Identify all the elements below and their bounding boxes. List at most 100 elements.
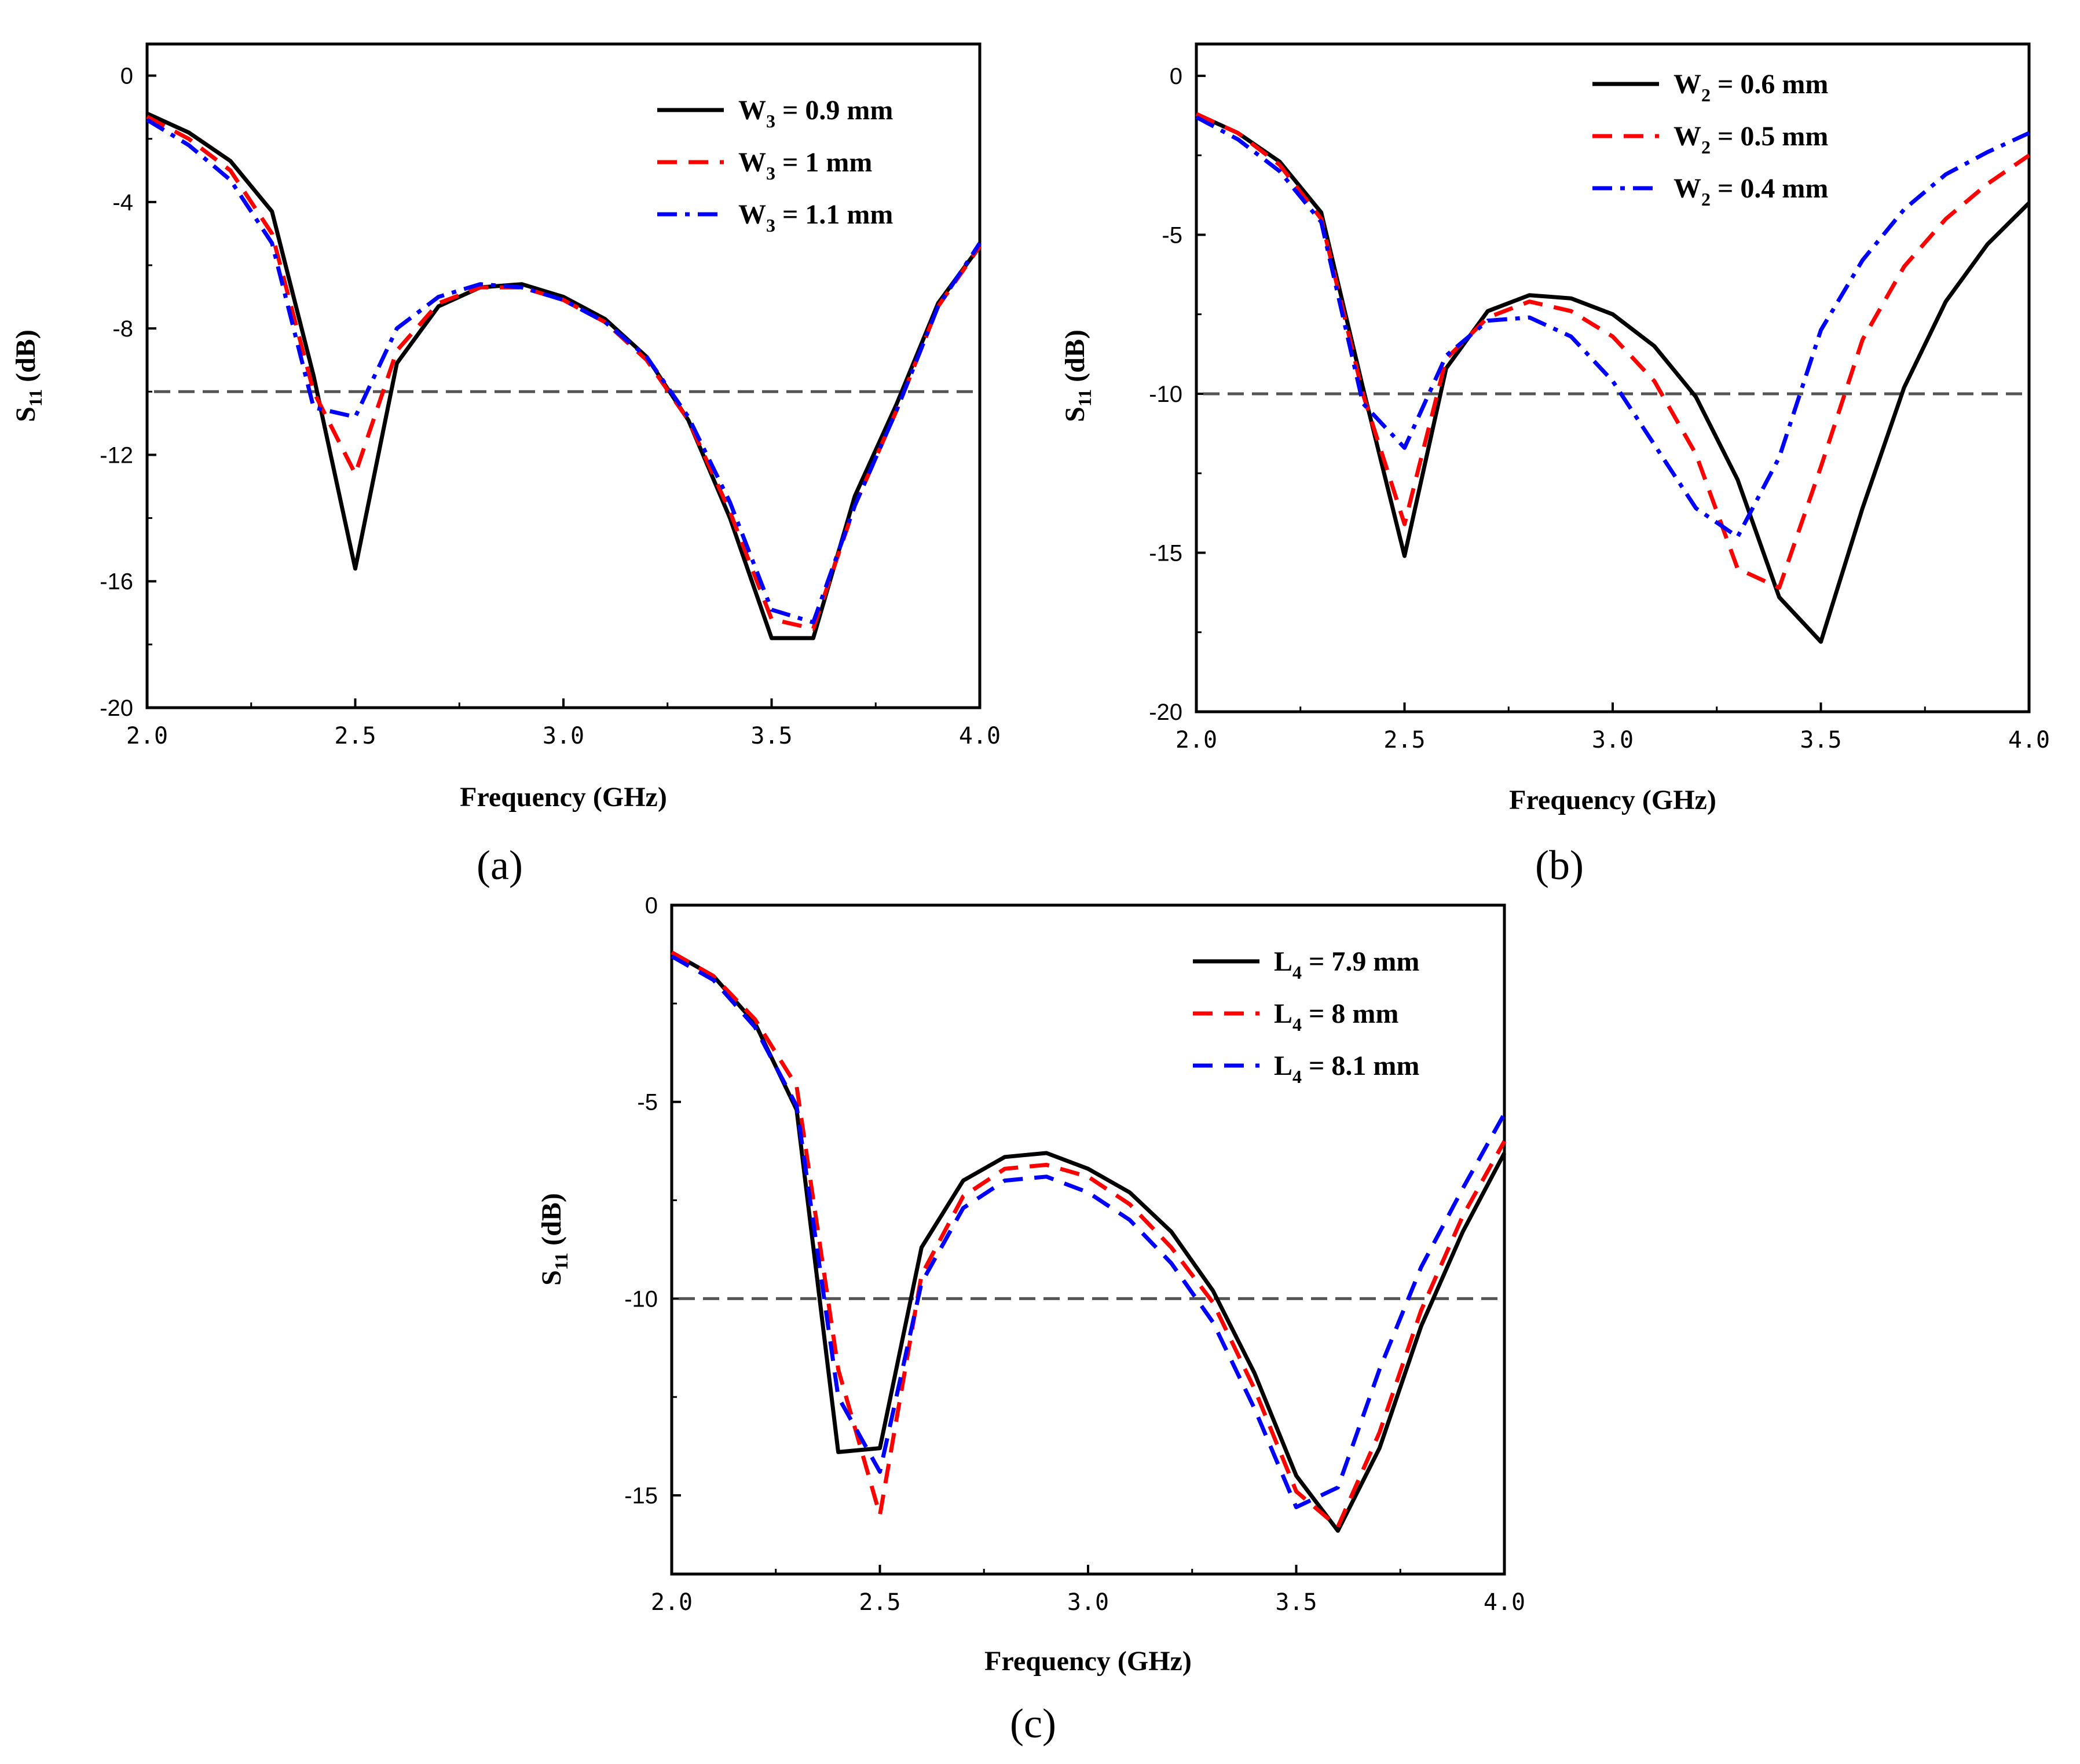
legend-label-sub-c-2: 4: [1292, 1066, 1302, 1087]
legend-label-b-0: W2 = 0.6 mm: [1673, 69, 1828, 105]
y-axis-title-b: S11 (dB): [1060, 330, 1095, 422]
legend-label-c-2: L4 = 8.1 mm: [1274, 1051, 1419, 1087]
y-axis-title-sub-b: 11: [1074, 389, 1095, 407]
y-tick-label-c-3: -15: [624, 1483, 658, 1509]
y-axis-title-unit-a: (dB): [10, 330, 41, 389]
y-tick-label-a-2: -8: [112, 316, 133, 342]
legend-label-pre-b-0: W: [1673, 69, 1701, 100]
series-line-a-0: [146, 111, 982, 641]
y-tick-label-a-5: -20: [100, 696, 133, 721]
legend-label-pre-a-0: W: [738, 95, 766, 126]
y-axis-title-a: S11 (dB): [10, 330, 46, 422]
x-ticks-c: 2.0 2.5 3.0 3.5 4.0: [651, 1565, 1525, 1616]
x-tick-label-a-3: 3.5: [750, 723, 792, 749]
legend-label-sub-c-0: 4: [1292, 962, 1302, 983]
y-ticks-c: 0 -5 -10 -15: [624, 893, 681, 1509]
legend-label-post-c-0: = 7.9 mm: [1302, 946, 1419, 977]
x-tick-label-c-4: 4.0: [1484, 1589, 1525, 1616]
legend-label-b-2: W2 = 0.4 mm: [1673, 173, 1828, 210]
y-tick-label-c-1: -5: [637, 1090, 658, 1115]
y-axis-title-main-a: S: [10, 407, 41, 422]
panel-label-c: (c): [1010, 1700, 1056, 1747]
y-tick-label-c-0: 0: [645, 893, 658, 918]
x-tick-label-a-0: 2.0: [126, 723, 168, 749]
legend-label-b-1: W2 = 0.5 mm: [1673, 121, 1828, 158]
series-line-b-2: [1195, 115, 2030, 539]
series-line-c-0: [671, 950, 1507, 1533]
y-axis-title-main-c: S: [536, 1270, 567, 1286]
legend-label-pre-a-1: W: [738, 147, 766, 178]
plot-frame-a: [145, 42, 982, 709]
legend-label-post-a-2: = 1.1 mm: [775, 199, 893, 230]
y-tick-label-a-1: -4: [112, 190, 133, 215]
y-axis-title-sub-a: 11: [25, 389, 46, 407]
y-axis-title-c: S11 (dB): [536, 1193, 572, 1286]
series-line-a-2: [146, 118, 982, 625]
y-tick-label-a-0: 0: [120, 64, 133, 89]
x-ticks-a: 2.0 2.5 3.0 3.5 4.0: [126, 698, 1001, 749]
x-tick-label-a-4: 4.0: [959, 723, 1001, 749]
legend-label-sub-c-1: 4: [1292, 1014, 1302, 1035]
legend-label-pre-a-2: W: [738, 199, 766, 230]
y-tick-label-b-3: -15: [1149, 540, 1182, 566]
y-tick-label-b-2: -10: [1149, 382, 1182, 407]
x-axis-title-a: Frequency (GHz): [460, 782, 667, 813]
y-axis-title-main-b: S: [1060, 407, 1090, 422]
panel-c: 2.0 2.5 3.0 3.5 4.0 0 -5 -10 -15 Frequency (GHz…: [536, 893, 1525, 1747]
legend-label-post-a-0: = 0.9 mm: [775, 95, 893, 126]
series-line-c-2: [671, 954, 1507, 1509]
x-tick-label-c-2: 3.0: [1067, 1589, 1109, 1616]
series-line-b-1: [1195, 112, 2030, 590]
series-group-a: [146, 111, 982, 641]
legend-label-a-1: W3 = 1 mm: [738, 147, 872, 184]
panel-b: 2.0 2.5 3.0 3.5 4.0 0 -5 -10 -15 -20 Frequency (…: [1060, 42, 2050, 888]
y-tick-label-a-4: -16: [100, 569, 133, 595]
y-axis-title-unit-b: (dB): [1060, 330, 1090, 389]
panel-label-a: (a): [477, 842, 523, 888]
legend-label-a-0: W3 = 0.9 mm: [738, 95, 893, 131]
x-tick-label-b-2: 3.0: [1592, 727, 1634, 753]
x-tick-label-a-2: 3.0: [543, 723, 584, 749]
legend-label-pre-b-1: W: [1673, 121, 1701, 152]
y-ticks-b: 0 -5 -10 -15 -20: [1149, 64, 1206, 725]
y-tick-label-c-2: -10: [624, 1286, 658, 1312]
plot-frame-b: [1195, 42, 2031, 713]
legend-label-post-a-1: = 1 mm: [775, 147, 872, 178]
series-group-c: [671, 950, 1507, 1533]
y-axis-title-unit-c: (dB): [536, 1193, 567, 1253]
x-tick-label-c-0: 2.0: [651, 1589, 693, 1616]
legend-label-a-2: W3 = 1.1 mm: [738, 199, 893, 236]
legend-label-sub-b-1: 2: [1701, 137, 1711, 158]
y-tick-label-b-4: -20: [1149, 700, 1182, 725]
legend-label-sub-b-2: 2: [1701, 189, 1711, 210]
x-ticks-b: 2.0 2.5 3.0 3.5 4.0: [1176, 702, 2050, 753]
x-axis-title-c: Frequency (GHz): [984, 1646, 1192, 1677]
legend-label-sub-a-0: 3: [766, 111, 775, 131]
x-tick-label-a-1: 2.5: [334, 723, 376, 749]
x-tick-label-b-3: 3.5: [1800, 727, 1841, 753]
series-line-c-1: [671, 950, 1507, 1529]
legend-label-post-b-0: = 0.6 mm: [1711, 69, 1828, 100]
legend-label-pre-c-1: L: [1274, 998, 1292, 1029]
series-group-b: [1195, 112, 2031, 644]
legend-label-pre-b-2: W: [1673, 173, 1701, 204]
x-tick-label-b-1: 2.5: [1383, 727, 1425, 753]
legend-label-c-1: L4 = 8 mm: [1274, 998, 1398, 1035]
legend-label-c-0: L4 = 7.9 mm: [1274, 946, 1419, 983]
legend-label-post-c-2: = 8.1 mm: [1302, 1051, 1419, 1081]
y-ticks-a: 0 -4 -8 -12 -16 -20: [100, 64, 156, 721]
panel-label-b: (b): [1535, 842, 1584, 888]
legend-label-post-c-1: = 8 mm: [1302, 998, 1398, 1029]
x-tick-label-c-3: 3.5: [1275, 1589, 1317, 1616]
y-tick-label-b-0: 0: [1170, 64, 1182, 89]
y-tick-label-b-1: -5: [1162, 222, 1182, 248]
x-tick-label-c-1: 2.5: [859, 1589, 900, 1616]
panel-a: 2.0 2.5 3.0 3.5 4.0 0 -4 -8 -12 -16 -20 Frequency…: [10, 42, 1001, 888]
series-line-a-1: [146, 115, 982, 631]
legend-label-sub-b-0: 2: [1701, 85, 1711, 105]
y-tick-label-a-3: -12: [100, 442, 133, 468]
x-tick-label-b-4: 4.0: [2008, 727, 2050, 753]
legend-label-pre-c-2: L: [1274, 1051, 1292, 1081]
